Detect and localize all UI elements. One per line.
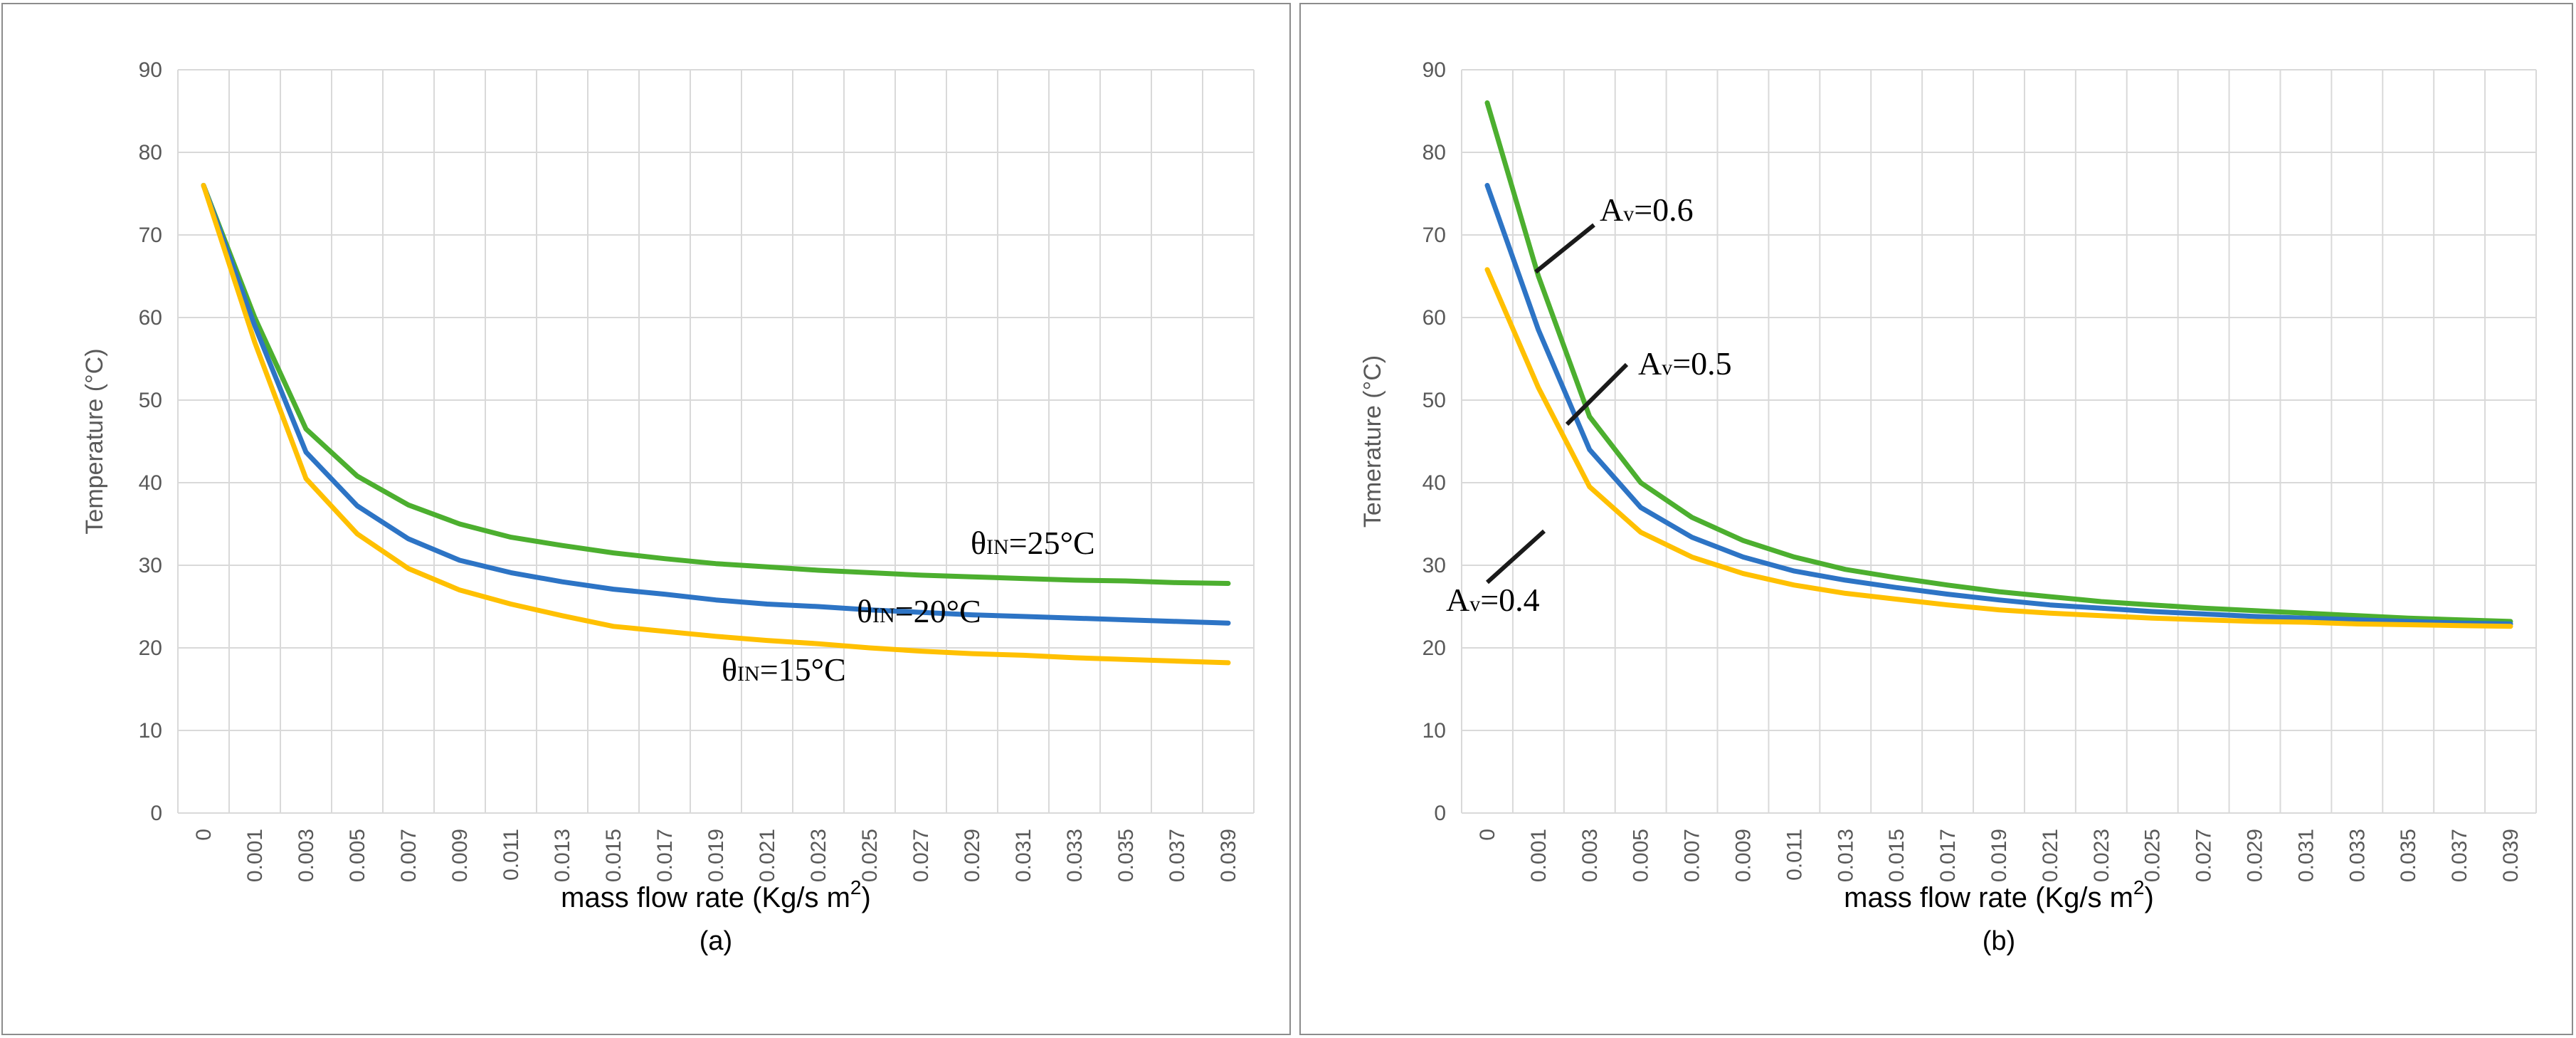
chart-b-xtick-label: 0.021 xyxy=(2039,829,2062,882)
chart-b-xtick-label: 0.015 xyxy=(1885,829,1909,882)
chart-a-xtick-label: 0.039 xyxy=(1217,829,1240,882)
chart-b-ytick-label: 50 xyxy=(1422,389,1446,412)
chart-panel-b: 0 10 20 30 40 50 60 70 80 90 0 0.001 0.003 0.005 0.007… xyxy=(1299,3,2573,1035)
chart-a-xtick-label: 0.003 xyxy=(295,829,318,882)
chart-a-xtick-label: 0.007 xyxy=(397,829,421,882)
chart-a-xtick-label: 0.029 xyxy=(961,829,984,882)
chart-a-ytick-label: 10 xyxy=(139,719,162,743)
chart-a-ytick-label: 40 xyxy=(139,471,162,495)
chart-a-svg: 0 10 20 30 40 50 60 70 80 90 0 0.001 0.003 0.005 0.007… xyxy=(81,58,1255,956)
chart-panel-a: 0 10 20 30 40 50 60 70 80 90 0 0.001 0.003 0.005 0.007… xyxy=(1,3,1291,1035)
chart-a-ytick-label: 20 xyxy=(139,636,162,660)
chart-b-series-1-line xyxy=(1484,182,2513,627)
chart-a-ylabel: Temperature (°C) xyxy=(81,348,108,534)
chart-a-ytick-label: 70 xyxy=(139,224,162,247)
chart-a-xtick-label: 0.001 xyxy=(243,829,267,882)
chart-a-xtick-label: 0.037 xyxy=(1166,829,1189,882)
chart-a-xtick-label: 0.011 xyxy=(500,829,523,881)
chart-a-ytick-label: 50 xyxy=(139,389,162,412)
chart-a-xtick-label: 0.035 xyxy=(1114,829,1138,882)
chart-a-xtick-label: 0.027 xyxy=(909,829,933,882)
chart-b-ytick-label: 80 xyxy=(1422,141,1446,164)
chart-a-xtick-label: 0 xyxy=(192,829,216,841)
chart-b-xtick-label: 0.025 xyxy=(2141,829,2165,882)
chart-b-xtick-label: 0.007 xyxy=(1681,829,1704,882)
chart-b-ylabel: Temerature (°C) xyxy=(1359,355,1386,528)
chart-a-ytick-label: 80 xyxy=(139,141,162,164)
chart-a-xtick-label: 0.009 xyxy=(448,829,472,882)
chart-b-xtick-label: 0.023 xyxy=(2090,829,2113,882)
chart-a-series-1-line xyxy=(201,182,1231,626)
chart-a-ytick-label: 30 xyxy=(139,554,162,577)
chart-b-ytick-label: 10 xyxy=(1422,719,1446,743)
chart-a-series-0-line xyxy=(201,182,1231,586)
chart-a-ytick-label: 90 xyxy=(139,58,162,82)
chart-b-ytick-label: 20 xyxy=(1422,636,1446,660)
chart-a-caption: (a) xyxy=(700,926,732,956)
chart-a-xlabel: mass flow rate (Kg/s m2) xyxy=(561,876,871,913)
chart-a-xtick-label: 0.031 xyxy=(1012,829,1035,882)
chart-b-xtick-label: 0.031 xyxy=(2294,829,2318,882)
chart-b-xtick-label: 0.009 xyxy=(1731,829,1755,882)
chart-b-annotation-2: Av=0.4 xyxy=(1446,582,1540,618)
chart-b-xtick-label: 0.019 xyxy=(1988,829,2011,882)
chart-b-ytick-label: 40 xyxy=(1422,471,1446,495)
chart-b-ytick-label: 30 xyxy=(1422,554,1446,577)
chart-a-xtick-label: 0.023 xyxy=(807,829,830,882)
chart-b-xtick-label: 0.039 xyxy=(2499,829,2523,882)
chart-a-xtick-label: 0.021 xyxy=(756,829,779,882)
chart-a-xtick-label: 0.025 xyxy=(858,829,882,882)
chart-a-annotation-1: θIN=20°C xyxy=(857,593,981,629)
chart-b-xtick-label: 0.005 xyxy=(1630,829,1653,882)
chart-a-xtick-label: 0.033 xyxy=(1063,829,1087,882)
chart-b-xtick-label: 0.013 xyxy=(1834,829,1857,882)
chart-b-xtick-label: 0.035 xyxy=(2397,829,2420,882)
chart-b-series-0-line xyxy=(1484,100,2513,624)
chart-b-xtick-label: 0.033 xyxy=(2345,829,2369,882)
chart-a-xtick-label: 0.015 xyxy=(602,829,625,882)
chart-b-xtick-label: 0.027 xyxy=(2192,829,2216,882)
chart-b-xtick-label: 0.029 xyxy=(2244,829,2267,882)
chart-a-xtick-label: 0.013 xyxy=(551,829,574,882)
chart-a-ytick-label: 0 xyxy=(150,802,162,825)
chart-a-annotation-2: θIN=15°C xyxy=(722,651,846,688)
chart-b-xtick-label: 0.017 xyxy=(1936,829,1960,882)
chart-b-svg: 0 10 20 30 40 50 60 70 80 90 0 0.001 0.003 0.005 0.007… xyxy=(1359,58,2537,956)
chart-b-annotation-leader-0 xyxy=(1534,223,1595,274)
chart-b-annotation-1: Av=0.5 xyxy=(1638,345,1732,382)
chart-b-xtick-label: 0.037 xyxy=(2448,829,2471,882)
chart-a-xtick-label: 0.017 xyxy=(653,829,677,882)
chart-b-xlabel: mass flow rate (Kg/s m2) xyxy=(1844,876,2154,913)
chart-b-xtick-label: 0 xyxy=(1476,829,1499,841)
chart-b-ytick-label: 90 xyxy=(1422,58,1446,82)
chart-a-xtick-label: 0.005 xyxy=(346,829,369,882)
chart-b-ytick-label: 60 xyxy=(1422,306,1446,330)
chart-b-annotation-leader-1 xyxy=(1565,362,1629,426)
chart-b-ytick-label: 70 xyxy=(1422,224,1446,247)
chart-a-series-2-line xyxy=(201,182,1231,666)
chart-a-ytick-label: 60 xyxy=(139,306,162,330)
chart-a-annotation-0: θIN=25°C xyxy=(971,525,1095,561)
chart-b-xtick-label: 0.003 xyxy=(1578,829,1602,882)
chart-b-annotation-0: Av=0.6 xyxy=(1600,192,1694,228)
chart-b-caption: (b) xyxy=(1983,926,2015,956)
chart-b-ytick-label: 0 xyxy=(1434,802,1446,825)
chart-b-series-2-line xyxy=(1484,267,2513,629)
chart-a-xtick-label: 0.019 xyxy=(704,829,728,882)
chart-b-xtick-label: 0.001 xyxy=(1527,829,1551,882)
chart-b-annotation-leader-2 xyxy=(1485,529,1546,584)
chart-b-xtick-label: 0.011 xyxy=(1783,829,1806,881)
